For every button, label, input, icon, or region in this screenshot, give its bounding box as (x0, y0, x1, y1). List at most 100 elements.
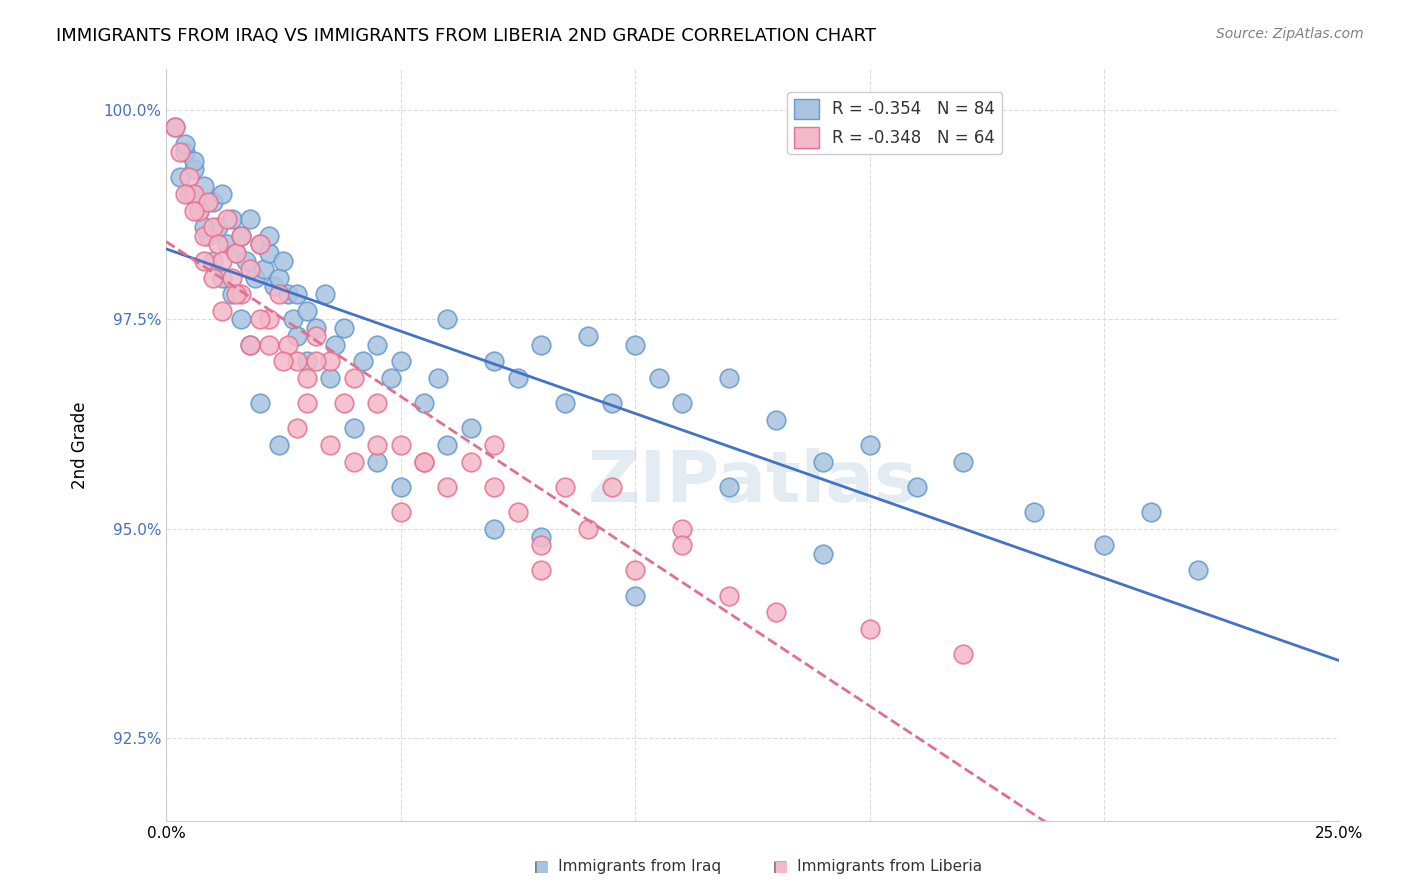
Point (271, 354, 294, 368)
Point (554, 396, 576, 410)
Point (530, 564, 553, 578)
Point (201, 270, 224, 285)
Point (183, 161, 205, 176)
Point (305, 321, 328, 335)
Point (952, 647, 974, 661)
Point (295, 396, 318, 410)
Point (201, 220, 224, 235)
Point (243, 270, 266, 285)
Point (193, 220, 215, 235)
Point (717, 589, 740, 603)
Point (249, 237, 271, 252)
Text: ZIPatlas: ZIPatlas (588, 448, 917, 517)
Point (389, 438, 412, 452)
Point (183, 153, 205, 168)
Point (165, 120, 187, 134)
Point (811, 547, 834, 561)
Point (530, 337, 553, 351)
Point (197, 195, 219, 210)
Point (215, 237, 238, 252)
Point (257, 312, 280, 326)
Point (427, 371, 450, 385)
Point (263, 279, 285, 293)
Point (221, 270, 243, 285)
Point (333, 321, 356, 335)
Point (576, 329, 599, 343)
Point (600, 396, 623, 410)
Point (239, 337, 262, 351)
Point (239, 262, 262, 277)
Text: ■: ■ (773, 859, 787, 874)
Point (366, 455, 388, 469)
Point (285, 421, 308, 435)
Point (295, 354, 318, 368)
Point (323, 337, 346, 351)
Point (215, 212, 238, 227)
Point (295, 304, 318, 318)
Point (183, 186, 205, 201)
Point (366, 337, 388, 351)
Point (285, 329, 308, 343)
Point (647, 371, 669, 385)
Point (179, 170, 201, 185)
Point (225, 245, 247, 260)
Point (576, 522, 599, 536)
Point (530, 530, 553, 544)
Text: ■  Immigrants from Liberia: ■ Immigrants from Liberia (773, 859, 983, 874)
Point (717, 480, 740, 494)
Point (225, 287, 247, 301)
Point (239, 212, 262, 227)
Point (211, 186, 233, 201)
Point (257, 228, 280, 243)
Point (1092, 538, 1115, 552)
Point (221, 287, 243, 301)
Point (624, 589, 647, 603)
Y-axis label: 2nd Grade: 2nd Grade (72, 401, 89, 489)
Point (267, 270, 290, 285)
Point (389, 480, 412, 494)
Point (257, 337, 280, 351)
Point (187, 203, 209, 218)
Point (211, 270, 233, 285)
Point (249, 312, 271, 326)
Point (765, 413, 787, 427)
Point (239, 337, 262, 351)
Point (343, 455, 366, 469)
Point (765, 605, 787, 619)
Point (343, 371, 366, 385)
Point (277, 337, 299, 351)
Point (271, 254, 294, 268)
Point (257, 245, 280, 260)
Point (285, 354, 308, 368)
Legend: R = -0.354   N = 84, R = -0.348   N = 64: R = -0.354 N = 84, R = -0.348 N = 64 (787, 92, 1002, 154)
Point (366, 438, 388, 452)
Point (225, 245, 247, 260)
Point (1140, 505, 1163, 519)
Point (952, 455, 974, 469)
Point (319, 438, 342, 452)
Point (859, 622, 882, 636)
Point (169, 170, 191, 185)
Point (380, 371, 402, 385)
Point (253, 262, 276, 277)
Point (314, 287, 336, 301)
Point (281, 312, 304, 326)
Point (484, 438, 506, 452)
Point (229, 228, 252, 243)
Point (183, 203, 205, 218)
Point (413, 455, 436, 469)
Point (173, 145, 195, 160)
Point (460, 421, 482, 435)
Point (267, 287, 290, 301)
Point (671, 522, 693, 536)
Point (207, 220, 229, 235)
Point (319, 371, 342, 385)
Text: ■: ■ (534, 859, 548, 874)
Point (436, 312, 458, 326)
Point (173, 186, 195, 201)
Point (460, 455, 482, 469)
Point (173, 136, 195, 151)
Text: IMMIGRANTS FROM IRAQ VS IMMIGRANTS FROM LIBERIA 2ND GRADE CORRELATION CHART: IMMIGRANTS FROM IRAQ VS IMMIGRANTS FROM … (56, 27, 876, 45)
Point (249, 237, 271, 252)
Point (600, 480, 623, 494)
